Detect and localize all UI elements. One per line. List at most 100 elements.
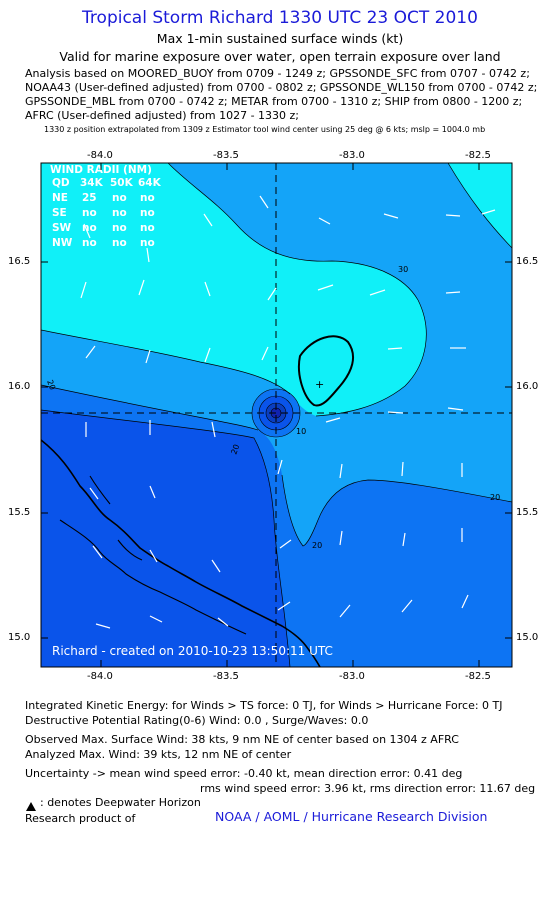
wind-radii-cell: NW [52,237,73,249]
contour-label: 30 [398,265,408,274]
wind-vector [445,214,461,217]
wind-vector [80,281,87,299]
wind-vector [203,213,213,227]
lon-tick-label: -84.0 [87,671,113,682]
wind-vector [204,347,211,363]
lat-tick-label: 15.0 [516,632,539,643]
analysis-line-1: Analysis based on MOORED_BUOY from 0709 … [25,67,530,80]
wind-vector [277,459,283,475]
wind-vector [317,284,334,291]
wind-vector [279,539,292,549]
wind-vector [383,213,399,219]
lat-tick-label: 15.5 [516,507,539,518]
wind-radii-cell: no [112,192,127,204]
wind-vector [369,289,386,296]
wind-vector [259,195,269,209]
wind-vector [211,559,221,573]
wind-radii-cell: no [112,222,127,234]
wind-vector [401,599,413,613]
deepwater-horizon-icon [26,797,36,811]
wind-vector [277,601,291,611]
coastline-islands [59,475,247,635]
wind-radii-cell: no [82,222,97,234]
wind-radii-cell: no [140,207,155,219]
lat-tick-label: 16.5 [516,256,539,267]
wind-vector [138,279,145,296]
wind-vectors [80,195,496,629]
lat-tick-label: 16.0 [8,381,31,392]
contour-line-30kt [447,163,512,249]
wind-radii-cell: NE [52,192,68,204]
wind-vector [89,487,99,500]
uncertainty-mean: Uncertainty -> mean wind speed error: -0… [25,767,463,780]
analysis-line-3: GPSSONDE_MBL from 0700 - 0742 z; METAR f… [25,95,523,108]
lon-tick-label: -83.0 [339,671,365,682]
noaa-aoml-credit: NOAA / AOML / Hurricane Research Divisio… [215,809,488,824]
subtitle-wind-type: Max 1-min sustained surface winds (kt) [156,31,404,46]
wind-contour-35kt [298,335,355,407]
wind-vector [261,346,269,361]
wind-vector [92,545,103,559]
contour-label: 20 [45,379,57,392]
lat-tick-label: 15.0 [8,632,31,643]
contour-line-10kt [41,409,291,667]
lat-tick-label: 16.0 [516,381,539,392]
wind-vector [149,549,158,563]
wind-vector [387,411,404,414]
map-ticks [41,163,512,667]
wind-vector [85,345,96,359]
wind-vector [387,347,403,350]
wind-radii-cell: 25 [82,192,97,204]
contour-line-30kt [167,163,427,417]
coastline-honduras [41,439,321,667]
contour-line-20kt [41,384,259,431]
wind-radii-header: QD [52,177,70,189]
wind-radii-cell: SE [52,207,67,219]
research-product-label: Research product of [25,812,136,825]
wind-vector [461,594,469,609]
map-frame [40,162,513,668]
contour-label: 20 [229,443,241,456]
wind-vector [211,421,216,438]
wind-vector [481,209,496,215]
wind-vector [339,604,351,618]
wind-vector [339,530,343,546]
lat-tick-label: 15.5 [8,507,31,518]
max-wind-marker: + [315,378,324,391]
observed-max-wind: Observed Max. Surface Wind: 38 kts, 9 nm… [25,733,459,746]
dpr-line: Destructive Potential Rating(0-6) Wind: … [25,714,369,727]
wind-vector [146,247,150,263]
analysis-line-2: NOAA43 (User-defined adjusted) from 0700… [25,81,538,94]
lon-tick-label: -83.5 [213,671,239,682]
ike-line: Integrated Kinetic Energy: for Winds > T… [25,699,503,712]
wind-vector [145,349,151,364]
wind-vector [339,463,343,479]
page-title: Tropical Storm Richard 1330 UTC 23 OCT 2… [82,8,478,28]
lon-tick-label: -82.5 [465,671,491,682]
lon-tick-label: -83.0 [339,150,365,161]
lat-tick-label: 16.5 [8,256,31,267]
wind-radii-cell: no [140,192,155,204]
subtitle-exposure: Valid for marine exposure over water, op… [59,49,501,64]
wind-radii-cell: no [112,207,127,219]
wind-radii-cell: no [82,237,97,249]
lon-tick-label: -82.5 [465,150,491,161]
contour-label: 20 [312,541,322,550]
contour-label: 20 [490,493,500,502]
wind-vector [217,617,229,627]
position-note: 1330 z position extrapolated from 1309 z… [44,125,486,134]
wind-vector [267,287,277,301]
wind-radii-header: 64K [138,177,162,189]
lon-tick-label: -83.5 [213,150,239,161]
wind-radii-cell: no [140,222,155,234]
analyzed-max-wind: Analyzed Max. Wind: 39 kts, 12 nm NE of … [25,748,292,761]
contour-label: 10 [296,427,306,436]
contour-line-20kt [281,474,512,547]
wind-vector [401,461,404,477]
wind-contour-30kt-area [41,163,427,416]
contour-line-30kt [41,329,291,395]
wind-vector [445,291,461,294]
wind-radii-cell: no [112,237,127,249]
wind-vector [204,281,211,297]
